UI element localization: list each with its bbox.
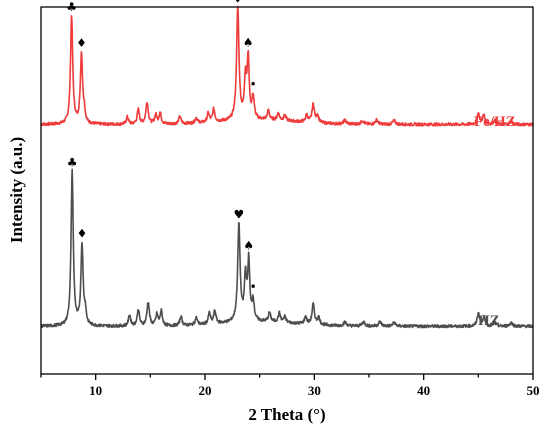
plot-frame bbox=[40, 6, 534, 375]
peak-marker: ♠ bbox=[243, 238, 254, 252]
series-label-hz: HZ bbox=[478, 313, 500, 329]
peak-marker: ♠ bbox=[243, 35, 254, 49]
peak-marker: ♣ bbox=[67, 156, 78, 170]
x-tick-label: 20 bbox=[199, 383, 212, 398]
peak-marker: • bbox=[250, 77, 257, 91]
series-line-fe-hz bbox=[40, 5, 534, 127]
x-tick-label: 50 bbox=[527, 383, 540, 398]
peak-marker: ♦ bbox=[76, 36, 87, 50]
peak-marker: ♦ bbox=[77, 227, 88, 241]
y-axis-label: Intensity (a.u.) bbox=[7, 137, 26, 243]
peak-marker: • bbox=[250, 280, 257, 294]
x-tick-label: 10 bbox=[89, 383, 102, 398]
series-line-hz bbox=[40, 168, 534, 329]
series-label-fe-hz: Fe/HZ bbox=[474, 114, 516, 130]
peak-marker: ♥ bbox=[232, 0, 243, 6]
x-tick-label: 40 bbox=[417, 383, 430, 398]
peak-marker: ♥ bbox=[234, 207, 245, 221]
plot-area: ♣♦♥♠•♣♦♥♠• bbox=[40, 0, 534, 329]
x-tick-label: 30 bbox=[308, 383, 321, 398]
x-axis-label: 2 Theta (°) bbox=[248, 405, 325, 424]
x-axis-ticks: 10 20 30 40 50 bbox=[40, 374, 540, 398]
